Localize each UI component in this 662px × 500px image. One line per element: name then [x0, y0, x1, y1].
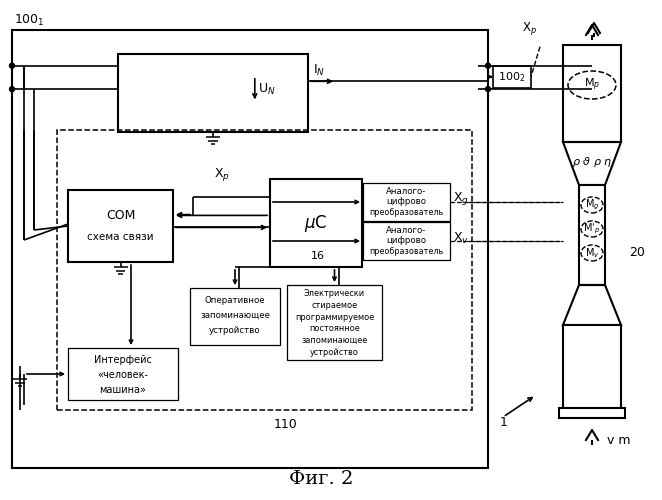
Bar	[563, 45, 621, 142]
Bar	[68, 190, 173, 262]
Text: Аналого-: Аналого-	[387, 226, 427, 235]
Text: схема связи: схема связи	[87, 232, 154, 242]
Bar	[118, 54, 308, 132]
Text: постоянное: постоянное	[309, 324, 360, 334]
Text: Фиг. 2: Фиг. 2	[289, 470, 354, 488]
Text: X$_v$: X$_v$	[453, 230, 469, 246]
Text: Аналого-: Аналого-	[387, 187, 427, 196]
Circle shape	[9, 63, 15, 68]
Circle shape	[485, 86, 491, 92]
Text: 100$_2$: 100$_2$	[498, 70, 526, 84]
Text: машина»: машина»	[99, 384, 146, 394]
Bar	[12, 30, 488, 468]
Bar	[287, 285, 382, 360]
Bar	[57, 130, 472, 410]
Text: $\mu$C: $\mu$C	[305, 212, 328, 234]
Bar	[68, 348, 178, 400]
Text: M'$_p$: M'$_p$	[583, 222, 600, 236]
Bar	[579, 185, 605, 285]
Circle shape	[485, 63, 491, 68]
Text: M$_g$: M$_g$	[585, 198, 599, 212]
Text: цифрово: цифрово	[387, 236, 426, 244]
Text: 110: 110	[273, 418, 297, 431]
Text: X$_p$: X$_p$	[522, 20, 538, 36]
Text: I$_N$: I$_N$	[313, 63, 325, 78]
Text: преобразователь: преобразователь	[369, 247, 444, 256]
Text: программируемое: программируемое	[295, 313, 374, 322]
Bar	[270, 179, 362, 267]
Text: Интерфейс: Интерфейс	[94, 356, 152, 366]
Text: запоминающее: запоминающее	[301, 336, 367, 345]
Bar	[493, 66, 531, 88]
Bar	[559, 408, 625, 418]
Text: 16: 16	[310, 251, 324, 261]
Text: X$_p$: X$_p$	[214, 166, 230, 182]
Text: «человек-: «человек-	[97, 370, 148, 380]
Text: Электрически: Электрически	[304, 290, 365, 298]
Text: X$_g$: X$_g$	[453, 190, 469, 208]
Text: U$_N$: U$_N$	[258, 82, 275, 96]
Text: COM: COM	[106, 210, 135, 222]
Text: 20: 20	[629, 246, 645, 258]
Text: 1: 1	[500, 416, 508, 428]
Bar	[363, 183, 450, 221]
Bar	[363, 222, 450, 260]
Text: M$_p$: M$_p$	[584, 77, 600, 93]
Bar	[563, 325, 621, 410]
Text: 100$_1$: 100$_1$	[14, 13, 45, 28]
Text: цифрово: цифрово	[387, 196, 426, 205]
Text: устройство: устройство	[310, 348, 359, 356]
Text: M$_v$: M$_v$	[585, 246, 599, 260]
Text: устройство: устройство	[209, 326, 261, 334]
Text: Оперативное: Оперативное	[205, 296, 265, 305]
Text: запоминающее: запоминающее	[200, 311, 270, 320]
Text: $\rho$ $\vartheta$ $\rho$ $\eta$: $\rho$ $\vartheta$ $\rho$ $\eta$	[572, 155, 612, 169]
Text: стираемое: стираемое	[311, 301, 357, 310]
Text: v m: v m	[607, 434, 630, 446]
Text: преобразователь: преобразователь	[369, 208, 444, 217]
Circle shape	[9, 86, 15, 92]
Bar	[190, 288, 280, 345]
